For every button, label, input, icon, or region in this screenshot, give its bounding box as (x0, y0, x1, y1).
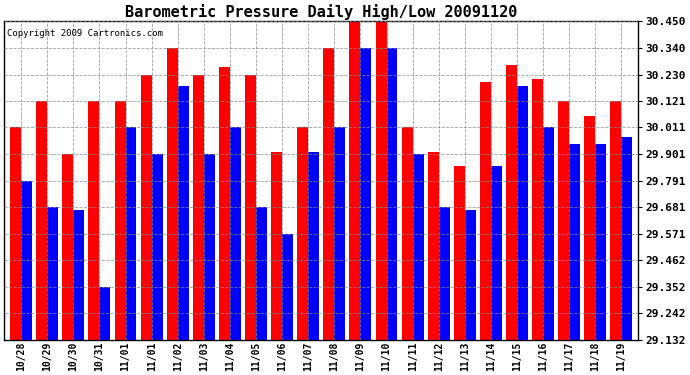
Bar (141, 75, 152, 340)
Bar (454, 166, 465, 340)
Bar (506, 65, 517, 340)
Bar (178, 86, 188, 340)
Bar (282, 234, 293, 340)
Bar (584, 116, 595, 340)
Bar (402, 128, 413, 340)
Bar (88, 101, 99, 340)
Bar (245, 75, 256, 340)
Bar (152, 154, 163, 340)
Bar (99, 287, 110, 340)
Bar (532, 80, 543, 340)
Bar (611, 101, 622, 340)
Bar (126, 128, 137, 340)
Bar (439, 207, 450, 340)
Bar (308, 152, 319, 340)
Title: Barometric Pressure Daily High/Low 20091120: Barometric Pressure Daily High/Low 20091… (125, 4, 518, 20)
Bar (491, 166, 502, 340)
Bar (558, 101, 569, 340)
Bar (622, 137, 633, 340)
Bar (167, 48, 178, 340)
Bar (256, 207, 267, 340)
Bar (335, 128, 345, 340)
Text: Copyright 2009 Cartronics.com: Copyright 2009 Cartronics.com (8, 29, 164, 38)
Bar (271, 152, 282, 340)
Bar (219, 67, 230, 340)
Bar (465, 210, 476, 340)
Bar (386, 48, 397, 340)
Bar (375, 21, 386, 340)
Bar (193, 75, 204, 340)
Bar (569, 144, 580, 340)
Bar (47, 207, 58, 340)
Bar (204, 154, 215, 340)
Bar (595, 144, 607, 340)
Bar (413, 154, 424, 340)
Bar (543, 128, 554, 340)
Bar (115, 101, 126, 340)
Bar (21, 181, 32, 340)
Bar (10, 128, 21, 340)
Bar (73, 210, 84, 340)
Bar (428, 152, 439, 340)
Bar (230, 128, 241, 340)
Bar (37, 101, 47, 340)
Bar (360, 48, 371, 340)
Bar (480, 82, 491, 340)
Bar (517, 86, 528, 340)
Bar (349, 21, 360, 340)
Bar (62, 154, 73, 340)
Bar (324, 48, 335, 340)
Bar (297, 128, 308, 340)
